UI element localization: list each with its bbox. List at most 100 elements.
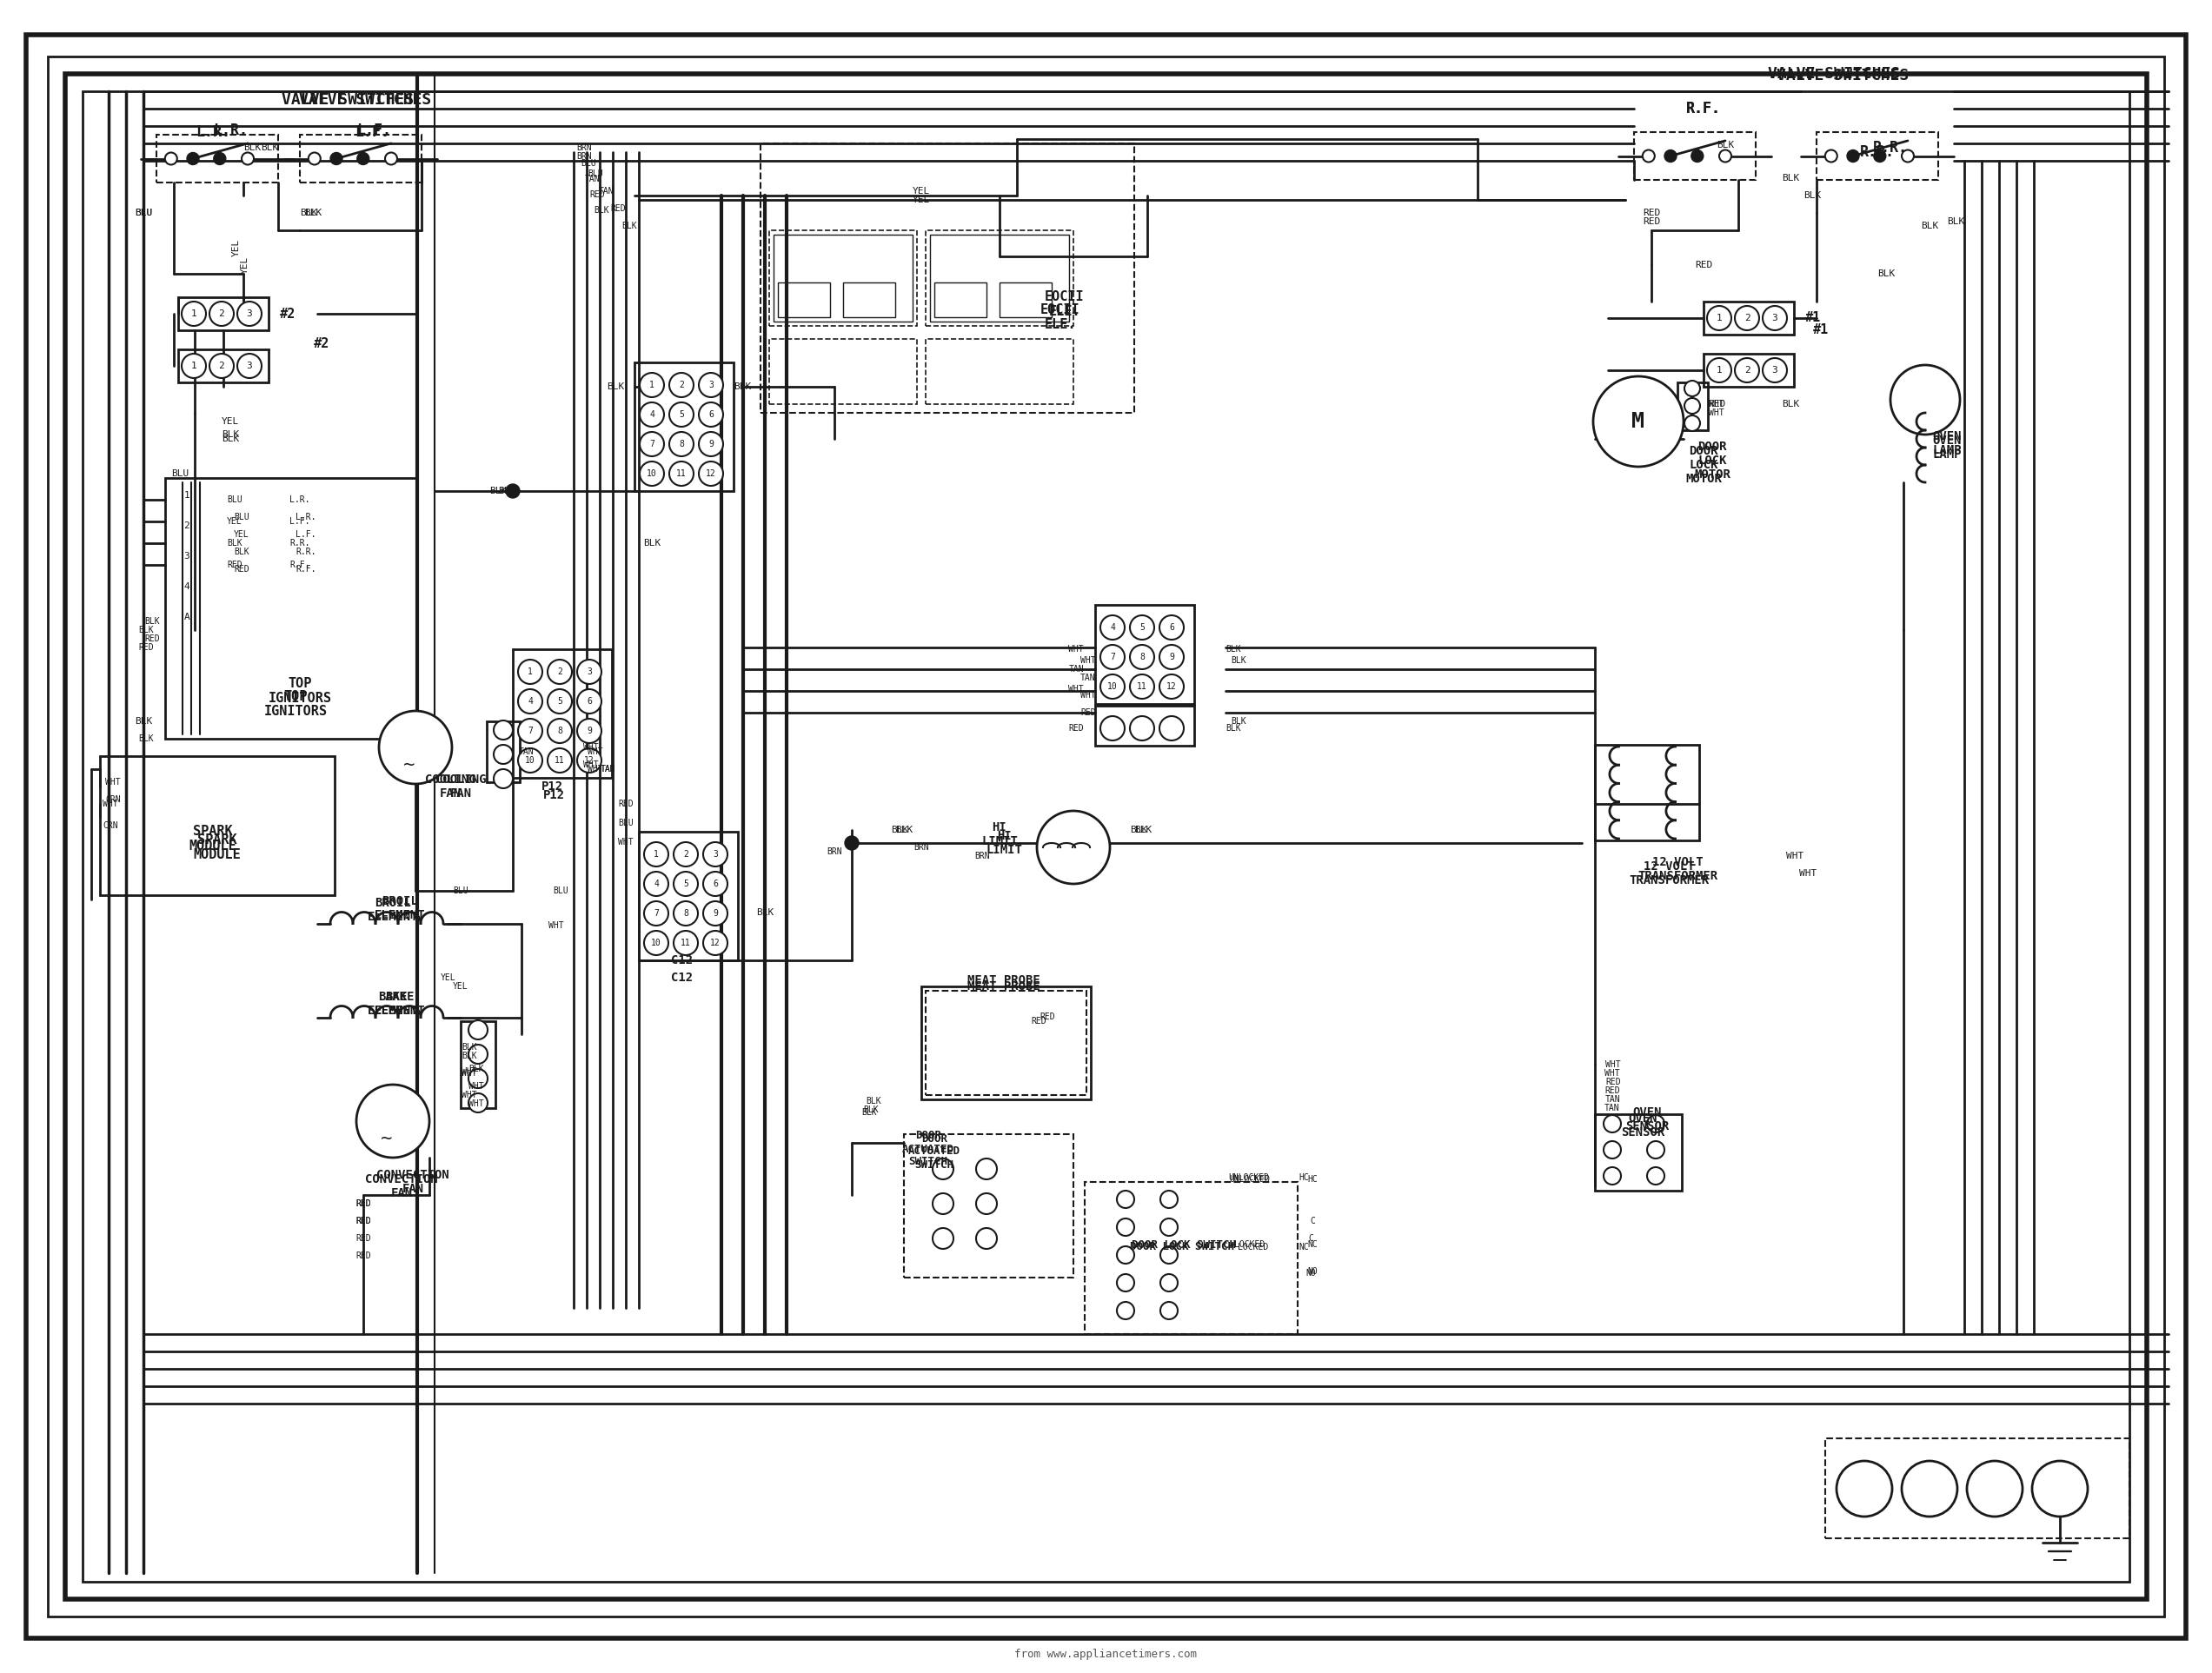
Circle shape [1648,1168,1663,1184]
Text: #2: #2 [279,308,296,320]
Text: 8: 8 [557,726,562,734]
Text: BRN: BRN [577,144,591,152]
Text: NO: NO [1307,1266,1318,1276]
Text: BLK: BLK [757,908,774,917]
Text: OVEN
SENSOR: OVEN SENSOR [1626,1106,1668,1133]
Circle shape [518,748,542,773]
Bar [1595,1114,1681,1191]
Text: YEL: YEL [453,982,469,990]
Text: 12: 12 [1166,683,1177,691]
Circle shape [1099,716,1124,741]
Circle shape [1161,1275,1177,1292]
Circle shape [1683,381,1701,397]
Text: L.R.: L.R. [296,512,316,522]
Text: 2: 2 [557,668,562,676]
Circle shape [675,930,699,955]
Text: C: C [1307,1235,1314,1243]
Text: R.F.: R.F. [1686,100,1721,117]
Text: VALVE SWITCHES: VALVE SWITCHES [299,92,431,107]
Text: BLK: BLK [865,1097,880,1106]
Text: COOLING
FAN: COOLING FAN [436,773,487,800]
Text: RED: RED [139,642,153,652]
Bar [1084,1181,1298,1333]
Text: RED: RED [1644,217,1661,226]
Circle shape [1966,1461,2022,1516]
Text: 2: 2 [219,361,226,370]
Text: 2: 2 [1743,315,1750,323]
Text: DOOR LOCK SWITCH: DOOR LOCK SWITCH [1133,1240,1237,1251]
Text: YEL: YEL [241,256,250,274]
Text: SPARK
MODULE: SPARK MODULE [192,833,241,862]
Text: BLK: BLK [1225,644,1241,654]
Text: L.R.: L.R. [195,124,230,141]
Text: BLK: BLK [1130,826,1148,835]
Bar [1825,1439,2130,1537]
Text: 9: 9 [1170,652,1175,661]
Text: 2: 2 [219,310,226,318]
Text: DOOR
LOCK
MOTOR: DOOR LOCK MOTOR [1686,445,1721,485]
Text: 4: 4 [529,698,533,706]
Text: 1: 1 [529,668,533,676]
Bar [1095,606,1194,704]
Circle shape [1117,1275,1135,1292]
Text: WHT: WHT [462,1069,478,1077]
Text: 7: 7 [655,908,659,918]
Text: 11: 11 [681,939,690,947]
Text: L.F.: L.F. [354,124,389,141]
Text: BLU: BLU [170,470,188,478]
Text: TAN: TAN [520,748,535,756]
Circle shape [1130,644,1155,669]
Circle shape [378,711,451,785]
Text: 1: 1 [650,381,655,390]
Circle shape [237,301,261,326]
Text: BLK: BLK [734,383,752,391]
Circle shape [1604,1168,1621,1184]
Text: HI
LIMIT: HI LIMIT [987,830,1022,857]
Text: COOLING
FAN: COOLING FAN [425,773,476,800]
Text: OVEN
LAMP: OVEN LAMP [1933,435,1962,460]
Text: WHT: WHT [617,838,633,847]
Text: YEL: YEL [234,530,250,539]
Text: BLK: BLK [301,209,316,217]
Text: BLK: BLK [228,539,243,547]
Text: 8: 8 [1139,652,1144,661]
Circle shape [933,1158,953,1179]
Circle shape [1874,151,1887,162]
Circle shape [1683,415,1701,432]
Text: L.F.: L.F. [296,530,316,539]
Text: BLK: BLK [1135,826,1152,835]
Bar [1816,132,1938,181]
Text: R.F.: R.F. [1686,100,1721,117]
Circle shape [1159,716,1183,741]
Text: WHT: WHT [1068,684,1084,694]
Text: 11: 11 [1137,683,1148,691]
Text: RED: RED [1694,261,1712,269]
Circle shape [675,872,699,897]
Text: BLU: BLU [580,159,595,167]
Text: BLK: BLK [644,539,661,547]
Text: RED: RED [1708,400,1725,408]
Circle shape [1902,151,1913,162]
Text: 3: 3 [246,310,252,318]
Text: WHT: WHT [1710,408,1723,417]
Text: WHT: WHT [462,1091,478,1099]
Circle shape [518,719,542,743]
Bar [929,234,1068,321]
Text: 5: 5 [1139,622,1144,632]
Circle shape [1130,674,1155,699]
Bar [1000,283,1051,318]
Text: WHT: WHT [1079,656,1095,664]
Circle shape [1130,716,1155,741]
Circle shape [2033,1461,2088,1516]
Text: WHT: WHT [1068,644,1084,654]
Bar [1703,353,1794,386]
Circle shape [670,462,695,485]
Text: WHT: WHT [588,748,604,756]
Text: 9: 9 [712,908,719,918]
Text: RED: RED [356,1200,372,1208]
Text: BLU: BLU [453,887,469,895]
Text: WHT: WHT [469,1099,484,1108]
Circle shape [1099,674,1124,699]
Circle shape [1161,1191,1177,1208]
Circle shape [549,719,573,743]
